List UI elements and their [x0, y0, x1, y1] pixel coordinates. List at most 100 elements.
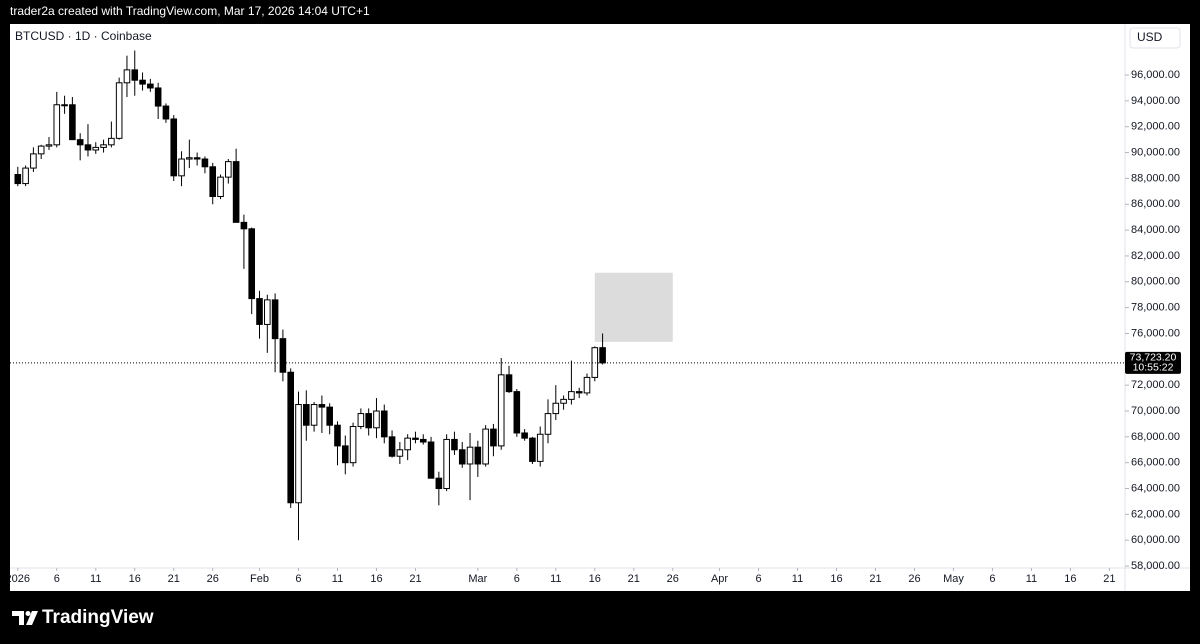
candle-body [178, 158, 185, 177]
y-tick-label: 62,000.00 [1131, 508, 1180, 520]
candle-body [186, 157, 193, 160]
y-tick-label: 66,000.00 [1131, 457, 1180, 469]
candle-body [326, 406, 333, 426]
candle-body [115, 82, 123, 139]
candle-body [349, 426, 357, 464]
candle-body [583, 376, 591, 394]
candle-body [388, 436, 396, 457]
candle-body [100, 144, 107, 148]
x-tick-label: 2026 [6, 573, 30, 585]
candle-body [37, 145, 45, 155]
x-tick-label: 11 [332, 573, 343, 585]
candle-body [380, 410, 388, 438]
y-tick-label: 82,000.00 [1131, 250, 1180, 262]
candle-body [334, 424, 341, 447]
x-tick-label: 6 [989, 573, 995, 585]
candle-body [287, 371, 294, 504]
x-tick-label: 11 [90, 573, 101, 585]
x-tick-label: 16 [129, 573, 141, 585]
candle-body [419, 438, 427, 443]
candle-body [443, 438, 450, 490]
y-tick-label: 84,000.00 [1131, 224, 1180, 236]
candle-body [568, 391, 575, 400]
candle-body [45, 144, 53, 147]
candle-body [84, 144, 92, 151]
candle-body [599, 347, 606, 364]
x-tick-label: Apr [711, 573, 728, 585]
x-tick-label: 26 [908, 573, 920, 585]
y-tick-label: 76,000.00 [1131, 327, 1180, 339]
candle-body [201, 158, 209, 168]
candle-body [497, 374, 505, 447]
candle-body [435, 477, 443, 490]
y-tick-label: 70,000.00 [1131, 405, 1180, 417]
currency-button[interactable] [1129, 27, 1181, 49]
last-price-label: 73,723.20 [1130, 352, 1177, 364]
candle-body [193, 157, 201, 160]
candle-body [575, 391, 583, 394]
candle-body [248, 228, 256, 300]
y-tick-label: 72,000.00 [1131, 379, 1180, 391]
candle-body [271, 299, 279, 340]
candle-body [302, 404, 310, 426]
candle-body [341, 445, 349, 464]
candle-body [412, 437, 419, 440]
y-tick-label: 92,000.00 [1131, 121, 1180, 133]
candle-body [76, 139, 84, 146]
x-tick-label: 21 [409, 573, 421, 585]
y-tick-label: 80,000.00 [1131, 276, 1180, 288]
candle-body [310, 404, 318, 426]
candle-body [240, 221, 248, 230]
candle-body [482, 428, 489, 465]
candle-body [209, 166, 217, 198]
symbol-title: BTCUSD · 1D · Coinbase [15, 29, 152, 43]
candle-body [264, 299, 271, 325]
candle-body [474, 446, 482, 465]
y-tick-label: 90,000.00 [1131, 146, 1180, 158]
candle-body [373, 410, 380, 429]
candle-body [427, 441, 435, 479]
candle-body [123, 69, 131, 84]
x-tick-label: 16 [1064, 573, 1076, 585]
candle-body [69, 104, 76, 141]
candle-body [544, 413, 552, 435]
y-tick-label: 86,000.00 [1131, 198, 1180, 210]
candle-body [108, 137, 115, 146]
plot-area [14, 50, 673, 541]
candle-body [92, 146, 100, 151]
x-tick-label: 21 [628, 573, 640, 585]
x-tick-label: 16 [589, 573, 601, 585]
tradingview-logo: TradingView [12, 607, 154, 628]
x-tick-label: 6 [295, 573, 301, 585]
x-tick-label: 21 [168, 573, 180, 585]
candle-body [61, 104, 68, 107]
y-tick-label: 58,000.00 [1131, 560, 1180, 572]
candle-body [365, 413, 372, 429]
x-tick-label: 6 [514, 573, 520, 585]
candle-body [529, 437, 536, 462]
candle-body [30, 153, 37, 169]
y-tick-label: 78,000.00 [1131, 302, 1180, 314]
candle-body [139, 79, 146, 85]
candle-body [521, 432, 528, 439]
candle-body [225, 161, 232, 178]
candle-body [170, 118, 178, 177]
x-tick-label: Mar [468, 573, 487, 585]
candle-body [404, 437, 411, 451]
x-tick-label: 21 [869, 573, 881, 585]
candle-body [318, 404, 326, 408]
y-tick-label: 68,000.00 [1131, 431, 1180, 443]
y-tick-label: 88,000.00 [1131, 172, 1180, 184]
candle-body [536, 433, 544, 462]
candle-body [279, 338, 287, 373]
candle-body [154, 87, 162, 107]
x-tick-label: 26 [667, 573, 679, 585]
candle-body [22, 167, 29, 185]
y-tick-label: 60,000.00 [1131, 534, 1180, 546]
candle-body [14, 174, 22, 185]
candle-body [505, 374, 513, 393]
candle-body [490, 428, 497, 447]
currency-label[interactable]: USD [1137, 30, 1163, 44]
